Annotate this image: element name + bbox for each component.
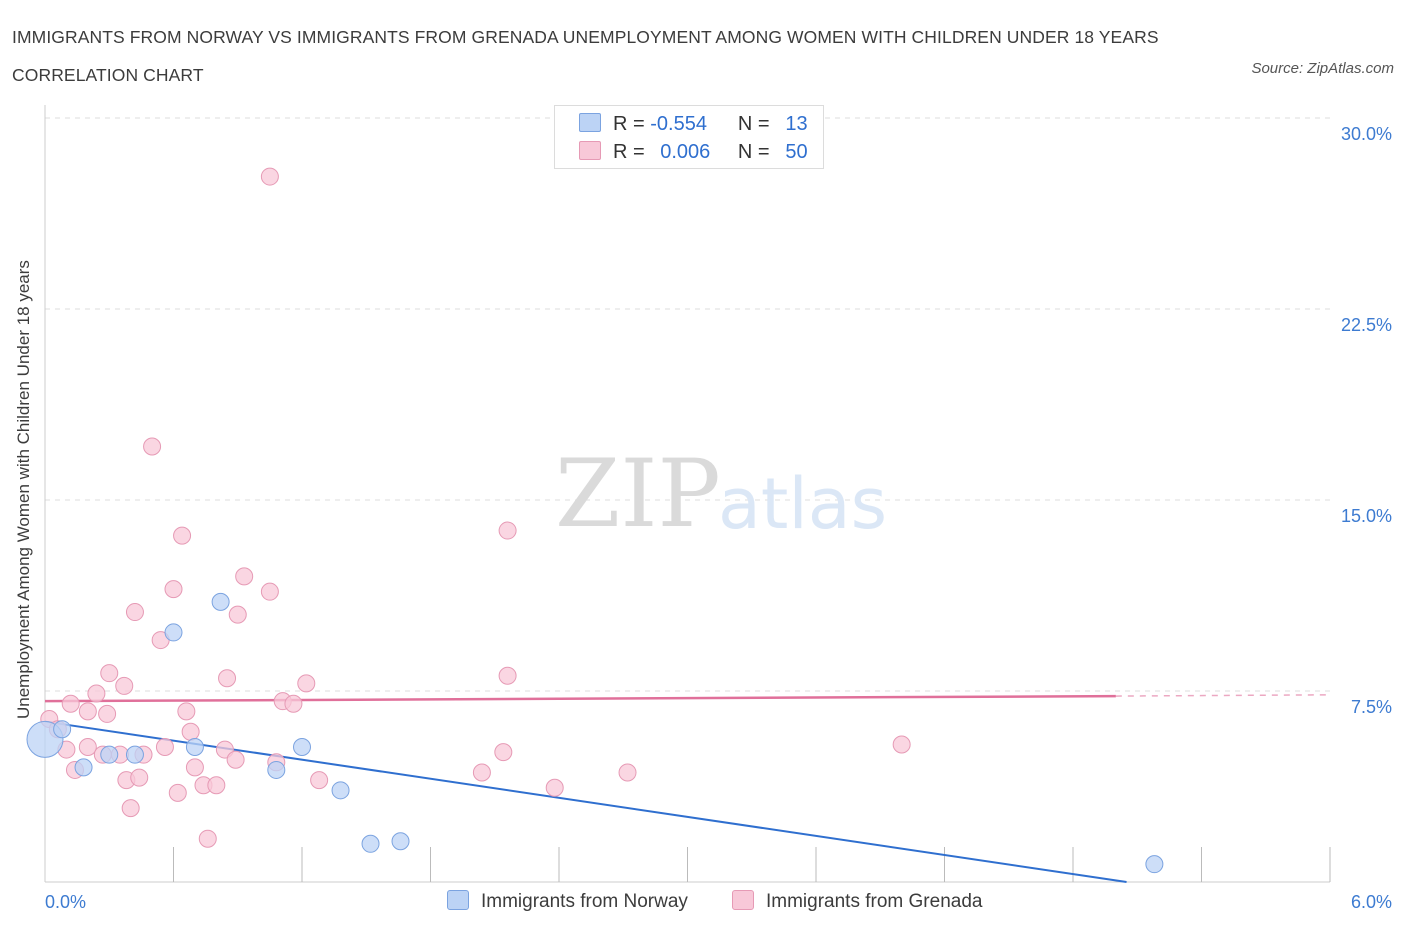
point-grenada-31 [218, 669, 237, 688]
point-grenada-45 [498, 666, 517, 685]
legend-r-value-grenada-text: 0.006 [660, 141, 711, 163]
point-norway-11 [361, 834, 380, 853]
y-tick-label-1: 15.0% [1341, 506, 1392, 526]
tick-labels: 7.5% 15.0% 22.5% 30.0% 0.0% 6.0% [45, 124, 1392, 912]
point-grenada-32 [226, 750, 245, 769]
y-tick-label-0: 7.5% [1351, 697, 1392, 717]
point-grenada-14 [121, 799, 140, 818]
point-norway-2 [74, 758, 93, 777]
point-grenada-16 [130, 768, 149, 787]
legend-label-norway: Immigrants from Norway [481, 891, 688, 912]
legend-n-label: N = [737, 141, 770, 163]
point-norway-13 [1145, 855, 1164, 874]
point-grenada-18 [143, 437, 162, 456]
legend-n-label: N = [737, 113, 770, 135]
point-grenada-33 [228, 605, 247, 624]
trend-line-grenada [44, 694, 1116, 703]
legend-n-value-norway: 13 [785, 113, 808, 135]
point-norway-3 [100, 745, 119, 764]
point-grenada-24 [177, 702, 196, 721]
point-grenada-7 [87, 684, 106, 703]
point-grenada-29 [207, 776, 226, 795]
legend-swatch-norway [447, 890, 469, 910]
point-norway-7 [211, 592, 230, 611]
chart-title: IMMIGRANTS FROM NORWAY VS IMMIGRANTS FRO… [12, 27, 1159, 85]
data-points [26, 167, 1164, 874]
point-grenada-23 [173, 526, 192, 545]
point-norway-12 [391, 832, 410, 851]
legend-label-grenada: Immigrants from Grenada [766, 891, 983, 912]
point-grenada-22 [168, 783, 187, 802]
legend-row-norway: R = -0.554 N = 13 [579, 111, 808, 137]
point-norway-6 [185, 738, 204, 757]
source-label: Source: ZipAtlas.com [1251, 60, 1394, 77]
x-tick-label-start: 0.0% [45, 892, 86, 912]
legend-r-label: R = [613, 141, 645, 163]
legend-swatch-grenada [732, 890, 754, 910]
point-grenada-47 [618, 763, 637, 782]
point-grenada-12 [115, 676, 134, 695]
point-grenada-15 [125, 603, 144, 622]
point-grenada-20 [155, 738, 174, 757]
y-tick-label-3: 30.0% [1341, 124, 1392, 144]
point-grenada-36 [260, 167, 279, 186]
legend-n-value-grenada: 50 [785, 141, 808, 163]
legend-r-value-grenada: 0.006 [650, 139, 732, 165]
point-grenada-35 [260, 582, 279, 601]
x-tick-label-end: 6.0% [1351, 892, 1392, 912]
point-grenada-25 [181, 722, 200, 741]
point-grenada-41 [310, 771, 329, 790]
y-tick-label-2: 22.5% [1341, 315, 1392, 335]
point-grenada-9 [98, 704, 117, 723]
point-grenada-46 [545, 778, 564, 797]
point-grenada-6 [78, 702, 97, 721]
point-grenada-43 [494, 743, 513, 762]
point-grenada-21 [164, 580, 183, 599]
point-grenada-48 [892, 735, 911, 754]
point-norway-10 [331, 781, 350, 800]
point-grenada-44 [498, 521, 517, 540]
point-norway-4 [125, 745, 144, 764]
watermark-atlas: atlas [718, 463, 887, 545]
legend-item-grenada[interactable]: Immigrants from Grenada [732, 890, 982, 914]
point-grenada-39 [284, 694, 303, 713]
legend-item-norway[interactable]: Immigrants from Norway [447, 890, 688, 914]
legend-swatch-grenada [579, 141, 601, 160]
point-grenada-42 [472, 763, 491, 782]
y-axis-label: Unemployment Among Women with Children U… [14, 260, 33, 720]
trend-line-norway [44, 720, 1127, 883]
watermark-zip: ZIP [555, 440, 721, 549]
point-grenada-10 [100, 664, 119, 683]
point-norway-5 [164, 623, 183, 642]
point-grenada-26 [185, 758, 204, 777]
point-grenada-5 [78, 738, 97, 757]
legend-r-value-norway: -0.554 [650, 113, 707, 135]
legend-row-grenada: R = 0.006 N = 50 [579, 139, 808, 165]
point-norway-1 [53, 720, 72, 739]
grid-lines [45, 117, 1330, 692]
point-grenada-40 [297, 674, 316, 693]
point-grenada-28 [198, 829, 217, 848]
point-grenada-3 [61, 694, 80, 713]
correlation-legend: R = -0.554 N = 13 R = 0.006 N = 50 [554, 105, 824, 169]
legend-r-label: R = [613, 113, 645, 135]
legend-swatch-norway [579, 113, 601, 132]
point-grenada-34 [235, 567, 254, 586]
point-norway-9 [293, 738, 311, 757]
point-norway-8 [267, 760, 286, 779]
trend-line-grenada-extension [1115, 694, 1331, 697]
